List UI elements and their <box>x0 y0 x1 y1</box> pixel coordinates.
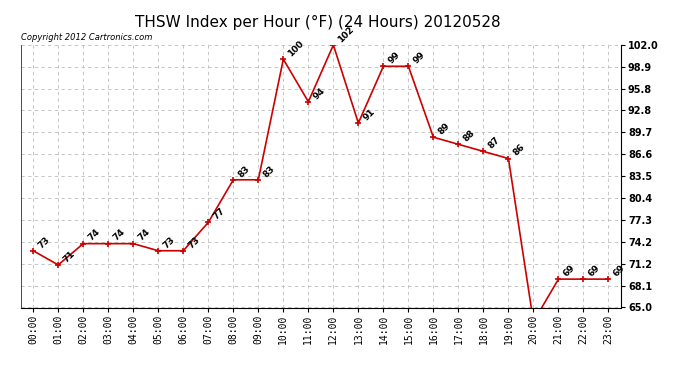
Text: 89: 89 <box>436 121 451 136</box>
Text: Copyright 2012 Cartronics.com: Copyright 2012 Cartronics.com <box>21 33 152 42</box>
Text: 87: 87 <box>486 135 502 151</box>
Text: 71: 71 <box>61 249 77 264</box>
Text: 73: 73 <box>161 235 177 250</box>
Text: 69: 69 <box>561 263 577 278</box>
Text: 74: 74 <box>136 228 151 243</box>
Text: 99: 99 <box>386 50 402 66</box>
Text: THSW Index per Hour (°F) (24 Hours) 20120528: THSW Index per Hour (°F) (24 Hours) 2012… <box>135 15 500 30</box>
Text: 73: 73 <box>36 235 51 250</box>
Text: 74: 74 <box>86 228 101 243</box>
Text: 74: 74 <box>111 228 126 243</box>
Text: 83: 83 <box>236 164 251 179</box>
Text: 77: 77 <box>211 206 226 222</box>
Text: 69: 69 <box>611 263 627 278</box>
Text: 83: 83 <box>261 164 276 179</box>
Text: 94: 94 <box>311 86 326 101</box>
Text: 86: 86 <box>511 142 526 158</box>
Text: 100: 100 <box>286 39 306 58</box>
Text: 88: 88 <box>461 128 476 144</box>
Text: 73: 73 <box>186 235 201 250</box>
Text: 63: 63 <box>0 374 1 375</box>
Text: 102: 102 <box>336 25 355 44</box>
Text: 99: 99 <box>411 50 426 66</box>
Text: 91: 91 <box>361 107 377 122</box>
Text: 69: 69 <box>586 263 602 278</box>
